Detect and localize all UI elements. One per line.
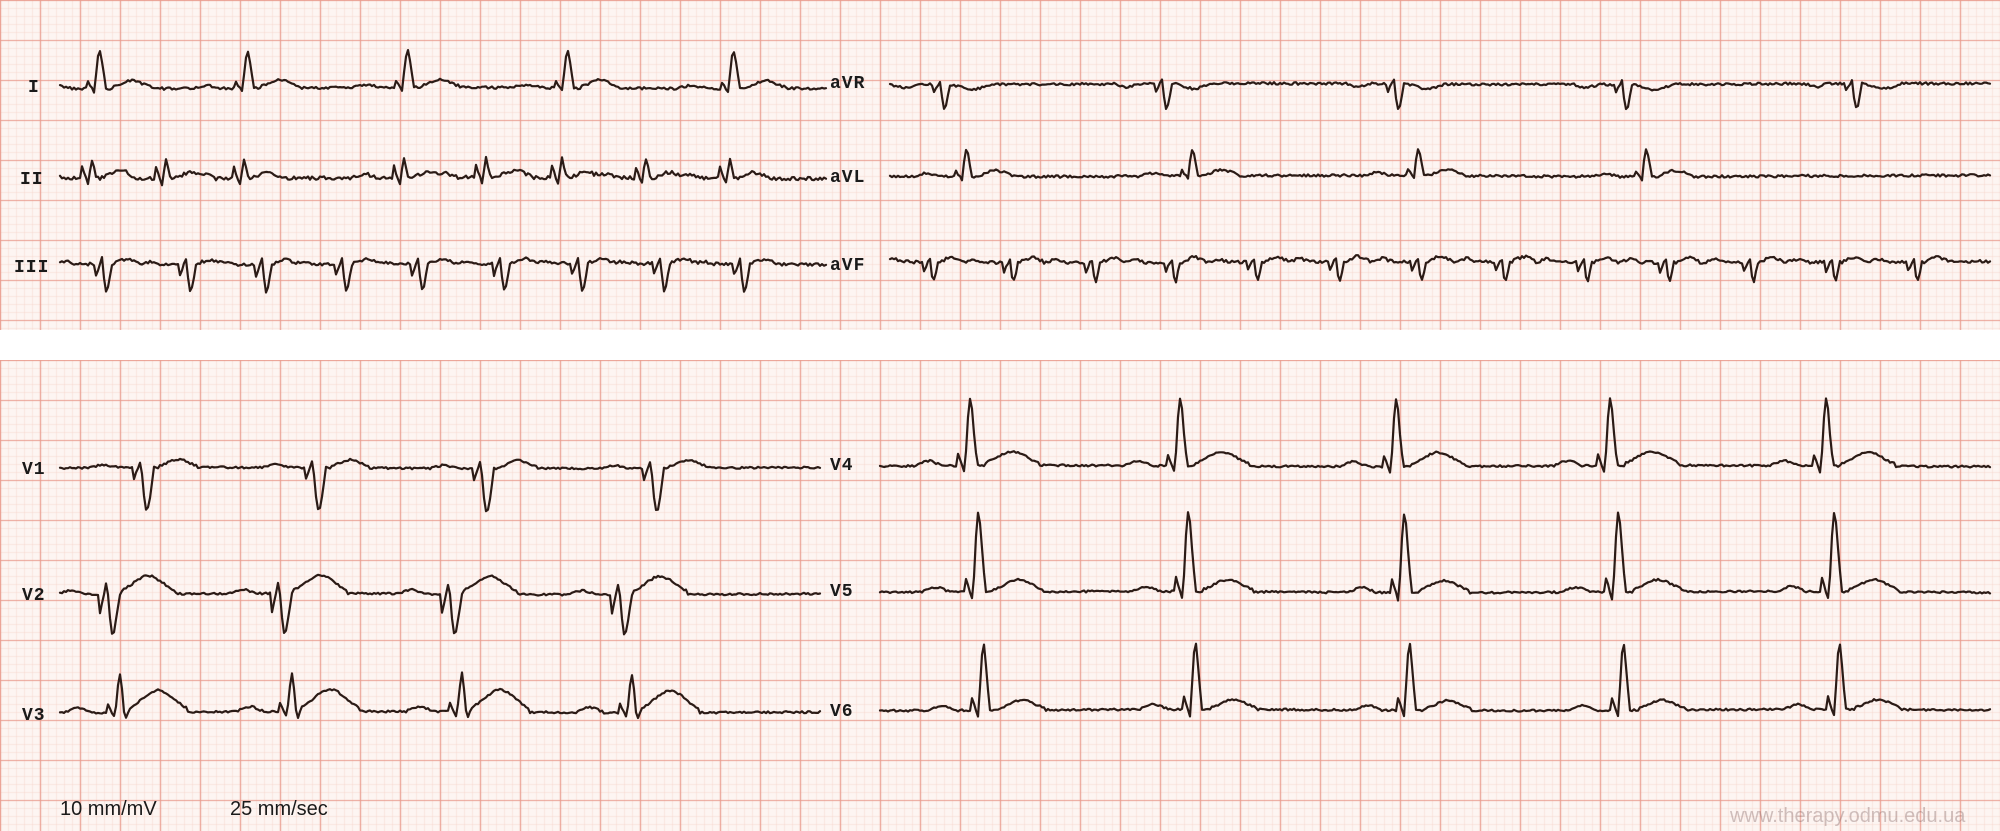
trace-III	[60, 257, 826, 292]
trace-aVR	[890, 80, 1990, 110]
lead-label-I: I	[28, 78, 40, 98]
trace-V2	[60, 575, 820, 635]
trace-V5	[880, 512, 1990, 600]
trace-aVF	[890, 255, 1990, 282]
ecg-container: I II III aVR aVL aVF V1 V2 V3 V4 V5 V6 1…	[0, 0, 2000, 831]
watermark: www.therapy.odmu.edu.ua	[1730, 805, 1965, 828]
trace-V4	[880, 398, 1990, 472]
lead-label-V5: V5	[830, 582, 854, 602]
lead-label-aVR: aVR	[830, 74, 865, 94]
lead-label-V2: V2	[22, 586, 46, 606]
ecg-traces	[0, 0, 2000, 831]
calibration-gain: 10 mm/mV	[60, 798, 157, 821]
lead-label-II: II	[20, 170, 44, 190]
lead-label-aVF: aVF	[830, 256, 865, 276]
trace-V3	[60, 673, 820, 719]
lead-label-V1: V1	[22, 460, 46, 480]
lead-label-III: III	[14, 258, 49, 278]
trace-V1	[60, 459, 820, 511]
lead-label-V6: V6	[830, 702, 854, 722]
trace-II	[60, 157, 826, 185]
trace-V6	[880, 644, 1990, 717]
trace-aVL	[890, 149, 1990, 180]
lead-label-aVL: aVL	[830, 168, 865, 188]
trace-I	[60, 50, 826, 93]
lead-label-V3: V3	[22, 706, 46, 726]
lead-label-V4: V4	[830, 456, 854, 476]
calibration-speed: 25 mm/sec	[230, 798, 328, 821]
